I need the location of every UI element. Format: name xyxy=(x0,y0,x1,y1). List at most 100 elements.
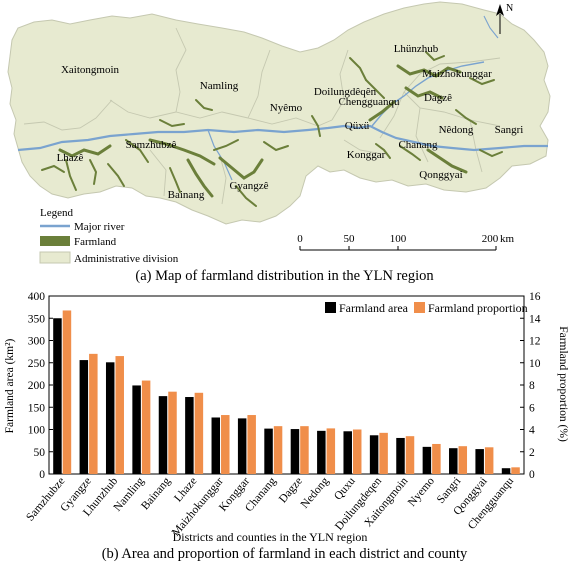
y2-tick-label: 2 xyxy=(529,447,535,459)
scale-tick-100: 100 xyxy=(390,233,407,245)
bar-farmland-area xyxy=(158,396,168,474)
scale-tick-200: 200 xyxy=(482,233,499,245)
y-tick-label: 250 xyxy=(28,358,46,370)
place-label: Konggar xyxy=(347,149,386,161)
y-tick-label: 0 xyxy=(39,469,45,481)
place-label: Doilungdêqên xyxy=(314,86,377,98)
place-label: Namling xyxy=(200,80,239,92)
tributary-river xyxy=(483,15,499,39)
chart-legend: Farmland area Farmland proportion xyxy=(325,301,528,315)
bar-farmland-area xyxy=(396,437,405,474)
bar-farmland-area xyxy=(343,431,352,474)
farmland-map: N Xaitongmoin Namling Nyêmo Samzhubzê Lhazê B… xyxy=(7,1,551,265)
place-label: Qonggyai xyxy=(419,169,462,181)
bar-farmland-area xyxy=(211,417,221,474)
bar-farmland-proportion xyxy=(458,446,468,474)
bar-farmland-proportion xyxy=(194,392,204,474)
bar-farmland-area xyxy=(264,428,273,474)
scale-tick-0: 0 xyxy=(297,233,303,245)
place-label: Xaitongmoin xyxy=(61,64,120,76)
place-label: Maizhokunggar xyxy=(422,68,492,80)
y2-tick-label: 10 xyxy=(529,358,541,370)
bar-farmland-area xyxy=(290,429,300,474)
legend-admin-swatch xyxy=(39,251,71,264)
y2-tick-label: 4 xyxy=(529,425,535,437)
bar-farmland-proportion xyxy=(432,443,441,474)
bar-farmland-proportion xyxy=(221,415,230,474)
y-tick-label: 350 xyxy=(28,313,46,325)
y2-tick-label: 8 xyxy=(529,380,535,392)
y2-tick-label: 14 xyxy=(529,313,541,325)
legend-proportion-swatch xyxy=(414,302,425,313)
bar-farmland-proportion xyxy=(326,428,336,474)
legend-farmland-swatch xyxy=(40,236,70,246)
bar-farmland-area xyxy=(105,362,115,474)
bar-farmland-proportion xyxy=(62,310,72,474)
y-tick-label: 200 xyxy=(28,380,46,392)
y2-tick-label: 6 xyxy=(529,402,535,414)
place-label: Bainang xyxy=(168,189,205,201)
bar-farmland-area xyxy=(475,449,484,474)
y-tick-label: 50 xyxy=(34,447,46,459)
bar-farmland-area xyxy=(185,397,194,474)
place-label: Dagzê xyxy=(424,92,452,104)
place-label: Nêdong xyxy=(439,124,474,136)
farmland-bar-chart: 0 50 100 150 200 250 300 350 400 0 2 4 6 8 10 12 14 16 Sam… xyxy=(4,291,569,544)
y2-tick-label: 0 xyxy=(529,469,535,481)
scale-bar: 0 50 100 200 km xyxy=(297,233,515,251)
admin-borders xyxy=(23,27,501,205)
region-outline xyxy=(7,1,551,225)
legend-area-swatch xyxy=(325,302,336,313)
y-tick-label: 100 xyxy=(28,425,46,437)
place-label: Chengguanqu xyxy=(338,96,400,108)
y2-axis-label: Farmland proportion (%) xyxy=(557,326,569,442)
y-axis-label: Farmland area (km²) xyxy=(4,338,16,433)
bar-farmland-proportion xyxy=(115,356,124,474)
farmland-patches xyxy=(41,51,503,207)
place-label: Lhazê xyxy=(57,152,84,164)
bar-farmland-proportion xyxy=(484,447,494,474)
map-legend: Legend Major river Farmland Administrati… xyxy=(39,207,179,265)
place-label: Chanang xyxy=(398,139,438,151)
place-label: Sangri xyxy=(495,124,524,136)
x-tick-label: Bainang xyxy=(139,475,173,512)
bar-farmland-area xyxy=(53,318,62,474)
bar-farmland-area xyxy=(79,360,89,474)
bar-farmland-proportion xyxy=(352,429,362,474)
legend-title: Legend xyxy=(40,207,73,219)
legend-proportion-label: Farmland proportion xyxy=(428,301,528,315)
x-tick-label: Nedong xyxy=(299,475,332,511)
chart-ticks: 0 50 100 150 200 250 300 350 400 0 2 4 6 8 10 12 14 16 Sam… xyxy=(24,291,541,539)
legend-admin-label: Administrative division xyxy=(74,253,179,265)
map-labels: Xaitongmoin Namling Nyêmo Samzhubzê Lhazê Bai… xyxy=(57,43,524,201)
chart-bars xyxy=(53,310,520,474)
north-arrow-icon xyxy=(496,4,504,34)
y2-tick-label: 16 xyxy=(529,291,541,303)
bar-farmland-area xyxy=(132,385,141,474)
bar-farmland-proportion xyxy=(511,467,520,474)
caption-b: (b) Area and proportion of farmland in e… xyxy=(101,546,468,562)
x-tick-label: Quxu xyxy=(332,475,358,502)
tributary-river xyxy=(207,129,233,181)
bar-farmland-proportion xyxy=(247,415,256,474)
bar-farmland-proportion xyxy=(379,432,388,474)
scale-tick-50: 50 xyxy=(344,233,356,245)
bar-farmland-area xyxy=(501,468,511,474)
place-label: Qüxü xyxy=(345,120,370,132)
place-label: Lhünzhub xyxy=(394,43,439,55)
bar-farmland-area xyxy=(369,435,379,474)
bar-farmland-proportion xyxy=(141,380,151,474)
y2-tick-label: 12 xyxy=(529,336,541,348)
bar-farmland-proportion xyxy=(273,426,283,474)
x-tick-label: Samzhubze xyxy=(24,475,67,523)
legend-area-label: Farmland area xyxy=(339,301,409,315)
place-label: Samzhubzê xyxy=(126,139,177,151)
x-tick-label: Nyemo xyxy=(406,475,437,509)
place-label: Nyêmo xyxy=(270,102,303,114)
bar-farmland-area xyxy=(317,430,326,474)
scale-unit: km xyxy=(500,233,515,245)
bar-farmland-proportion xyxy=(89,353,98,474)
bar-farmland-area xyxy=(449,448,458,474)
north-label: N xyxy=(506,3,513,14)
bar-farmland-area xyxy=(237,418,247,474)
